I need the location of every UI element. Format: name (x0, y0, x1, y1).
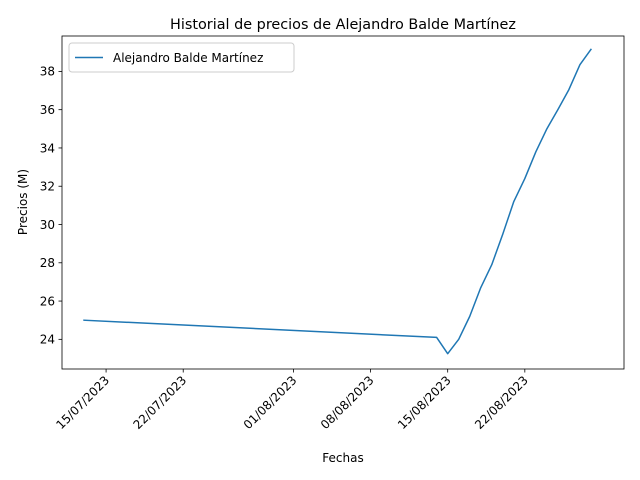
legend: Alejandro Balde Martínez (68, 42, 295, 73)
chart-title: Historial de precios de Alejandro Balde … (170, 17, 516, 33)
y-tick-label: 26 (40, 294, 55, 308)
y-tick-label: 30 (40, 218, 55, 232)
legend-label: Alejandro Balde Martínez (113, 51, 263, 65)
x-axis-label: Fechas (322, 451, 363, 465)
axes-frame (61, 35, 625, 370)
y-tick-label: 28 (40, 256, 55, 270)
y-tick-label: 36 (40, 103, 55, 117)
y-axis: 24 26 28 30 32 34 36 38 (40, 65, 62, 347)
plot-area (61, 35, 625, 370)
series-line (83, 48, 592, 355)
y-tick-label: 38 (40, 65, 55, 79)
legend-box (68, 42, 295, 73)
y-axis-label: Precios (M) (16, 169, 30, 235)
y-tick-label: 24 (40, 333, 55, 347)
y-tick-label: 34 (40, 141, 55, 155)
y-tick-label: 32 (40, 180, 55, 194)
series-layer (83, 48, 592, 355)
